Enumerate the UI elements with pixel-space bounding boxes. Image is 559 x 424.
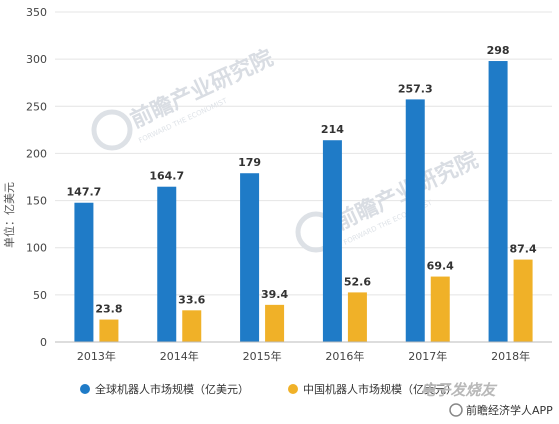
bar-global [488, 61, 508, 343]
y-axis-title: 单位：亿美元 [2, 182, 16, 248]
footer-source: 前瞻经济学人APP [449, 403, 553, 417]
bar-global [74, 202, 94, 342]
data-labels: 147.7 164.7 179 214 257.3 298 23.8 33.6 39.4 52.6… [67, 44, 537, 316]
data-label: 23.8 [95, 303, 122, 316]
bar-global [157, 186, 177, 342]
x-tick-label: 2013年 [77, 349, 116, 363]
bar-china [182, 310, 202, 342]
data-label: 147.7 [67, 186, 102, 199]
x-tick-label: 2016年 [325, 349, 364, 363]
grid-lines [55, 11, 552, 296]
source-logo-icon [449, 403, 463, 417]
legend-marker-global [80, 384, 90, 394]
bar-global [322, 140, 342, 342]
bars [74, 61, 533, 343]
y-axis-ticks: 0 50 100 150 200 250 300 350 [26, 6, 47, 349]
y-tick-label: 150 [26, 195, 47, 208]
legend: 全球机器人市场规模（亿美元） 中国机器人市场规模（亿美元） [80, 382, 457, 396]
y-tick-label: 0 [40, 336, 47, 349]
y-tick-label: 300 [26, 53, 47, 66]
x-tick-label: 2014年 [160, 349, 199, 363]
bar-china [513, 259, 533, 342]
y-tick-label: 250 [26, 100, 47, 113]
bar-global [240, 173, 260, 342]
data-label: 69.4 [427, 260, 454, 273]
footer-source-text: 前瞻经济学人APP [466, 403, 553, 417]
data-label: 39.4 [261, 288, 288, 301]
watermark-logo-icon [91, 109, 133, 151]
y-tick-label: 50 [33, 289, 47, 302]
bar-china [430, 276, 450, 342]
y-tick-label: 350 [26, 6, 47, 19]
data-label: 87.4 [510, 243, 537, 256]
y-tick-label: 200 [26, 147, 47, 160]
watermark-text: 前瞻产业研究院 [127, 45, 278, 134]
data-label: 179 [238, 156, 261, 169]
legend-label-china: 中国机器人市场规模（亿美元） [303, 382, 457, 396]
data-label: 257.3 [398, 82, 433, 95]
bar-china [99, 319, 119, 342]
bar-china [347, 292, 367, 342]
bar-china [265, 304, 285, 342]
x-tick-label: 2017年 [408, 349, 447, 363]
data-label: 298 [487, 44, 510, 57]
footer-logo-watermark: 电子发烧友 [420, 381, 497, 399]
legend-marker-china [288, 384, 298, 394]
legend-label-global: 全球机器人市场规模（亿美元） [95, 382, 249, 396]
x-tick-label: 2018年 [491, 349, 530, 363]
data-label: 52.6 [344, 275, 371, 288]
bar-global [405, 99, 425, 342]
x-tick-label: 2015年 [243, 349, 282, 363]
data-label: 214 [321, 123, 344, 136]
data-label: 164.7 [149, 170, 184, 183]
data-label: 33.6 [178, 293, 205, 306]
x-axis-ticks: 2013年 2014年 2015年 2016年 2017年 2018年 [77, 349, 530, 363]
y-tick-label: 100 [26, 242, 47, 255]
